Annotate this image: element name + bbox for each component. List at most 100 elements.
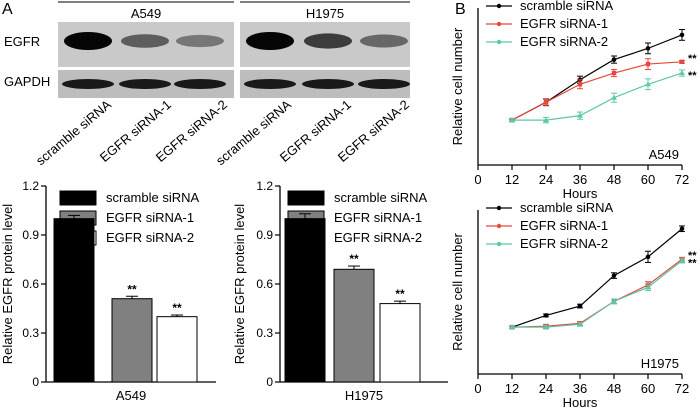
- significance-mark: **: [349, 252, 359, 266]
- legend-label: EGFR siRNA-1: [106, 210, 194, 225]
- data-point: [611, 94, 617, 100]
- significance-mark: **: [127, 282, 137, 296]
- blot-row-label-egfr: EGFR: [4, 34, 40, 49]
- data-point: [645, 61, 651, 67]
- blot-row-label-gapdh: GAPDH: [4, 74, 50, 89]
- y-axis-title: Relative EGFR protein level: [0, 204, 15, 365]
- blot-band-gapdh: [174, 79, 226, 89]
- legend-swatch: [287, 190, 325, 206]
- blot-band-egfr: [360, 34, 408, 48]
- x-category-label: H1975: [345, 388, 383, 403]
- legend-label: EGFR siRNA-1: [334, 210, 422, 225]
- y-tick-label: 0.9: [22, 228, 39, 242]
- x-tick-label: 60: [641, 172, 655, 187]
- x-tick-label: 72: [675, 172, 689, 187]
- significance-mark: **: [688, 250, 697, 262]
- data-point: [611, 273, 617, 278]
- blot-band-egfr: [246, 32, 294, 50]
- bar: [111, 298, 153, 383]
- legend-label: EGFR siRNA-2: [520, 34, 608, 49]
- x-tick-label: 36: [573, 381, 587, 396]
- legend-label: scramble siRNA: [520, 200, 614, 215]
- x-tick-label: 0: [474, 381, 481, 396]
- legend-marker: [496, 21, 502, 27]
- x-tick-label: 12: [505, 172, 519, 187]
- bar: [156, 316, 198, 383]
- data-point: [679, 257, 685, 263]
- blot-band-gapdh: [244, 79, 296, 89]
- bar: [53, 218, 95, 383]
- chart-title: A549: [649, 147, 679, 162]
- legend-marker: [496, 223, 502, 229]
- legend-label: EGFR siRNA-2: [106, 230, 194, 245]
- bar-chart-a549: scramble siRNA EGFR siRNA-1 EGFR siRNA-2 0 0…: [0, 179, 216, 403]
- data-point: [577, 303, 583, 309]
- y-tick-label: 0.6: [256, 277, 273, 291]
- significance-mark: **: [395, 287, 405, 301]
- series-line: [511, 61, 683, 121]
- blot-band-gapdh: [358, 79, 410, 89]
- data-point: [679, 32, 685, 38]
- y-tick-label: 0.9: [256, 228, 273, 242]
- legend-marker: [496, 39, 502, 45]
- legend-label: EGFR siRNA-1: [520, 16, 608, 31]
- data-point: [577, 82, 583, 87]
- legend-label: EGFR siRNA-1: [520, 218, 608, 233]
- chart-title: H1975: [641, 356, 679, 371]
- data-point: [509, 324, 515, 330]
- data-point: [543, 100, 549, 105]
- data-point: [645, 81, 651, 87]
- data-point: [645, 46, 651, 51]
- data-point: [645, 284, 651, 290]
- legend-marker: [496, 205, 502, 211]
- x-tick-label: 36: [573, 172, 587, 187]
- bar: [333, 268, 375, 383]
- y-tick-label: 0: [32, 375, 39, 389]
- x-tick-label: 72: [675, 381, 689, 396]
- y-tick-label: 0: [266, 375, 273, 389]
- legend-label: scramble siRNA: [106, 190, 200, 205]
- legend-marker: [496, 241, 502, 247]
- line-chart-h1975: 0 12 24 36 48 60 72 Hours Relative cell number H1…: [450, 200, 697, 410]
- legend-marker: [496, 3, 502, 9]
- data-point: [611, 298, 617, 304]
- x-axis-title: Hours: [563, 186, 598, 201]
- legend-label: EGFR siRNA-2: [334, 230, 422, 245]
- series-line: [511, 228, 683, 328]
- y-axis-title: Relative cell number: [450, 232, 465, 350]
- x-category-label: A549: [116, 388, 146, 403]
- y-axis-title: Relative cell number: [450, 27, 465, 145]
- data-point: [577, 112, 583, 118]
- significance-mark: **: [172, 301, 182, 315]
- series-line: [511, 258, 683, 328]
- x-tick-label: 48: [607, 381, 621, 396]
- legend-label: scramble siRNA: [520, 0, 614, 13]
- x-tick-label: 24: [539, 172, 553, 187]
- legend-swatch: [59, 190, 97, 206]
- data-point: [679, 70, 685, 76]
- y-tick-label: 0.3: [22, 326, 39, 340]
- x-tick-label: 24: [539, 381, 553, 396]
- significance-mark: **: [688, 70, 697, 82]
- significance-mark: **: [688, 53, 697, 65]
- bar: [379, 303, 421, 383]
- data-point: [611, 57, 617, 62]
- blot-band-gapdh: [302, 79, 354, 89]
- blot-band-gapdh: [62, 79, 114, 89]
- y-tick-label: 0.3: [256, 326, 273, 340]
- x-tick-label: 48: [607, 172, 621, 187]
- y-tick-label: 1.2: [256, 179, 273, 193]
- blot-band-egfr: [176, 34, 224, 48]
- x-axis-title: Hours: [563, 395, 598, 410]
- legend-label: EGFR siRNA-2: [520, 236, 608, 251]
- panel-b-label: B: [455, 1, 466, 18]
- x-tick-label: 12: [505, 381, 519, 396]
- data-point: [543, 313, 549, 318]
- y-axis-title: Relative EGFR protein level: [232, 204, 247, 365]
- data-point: [645, 254, 651, 260]
- data-point: [543, 117, 549, 123]
- series-line: [512, 72, 683, 121]
- blot-band-gapdh: [119, 79, 171, 89]
